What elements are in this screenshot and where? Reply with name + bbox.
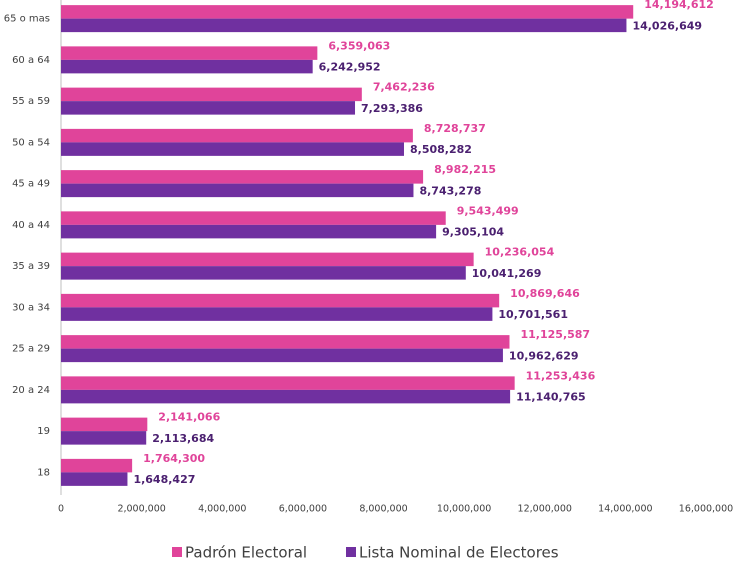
value-label: 7,293,386 xyxy=(361,102,423,115)
y-tick-label: 60 a 64 xyxy=(12,55,50,66)
x-tick-label: 2,000,000 xyxy=(117,504,165,515)
y-tick-label: 35 a 39 xyxy=(12,261,50,272)
x-tick-label: 4,000,000 xyxy=(198,504,246,515)
x-tick-label: 10,000,000 xyxy=(437,504,491,515)
bar xyxy=(61,389,511,404)
y-tick-label: 65 o mas xyxy=(4,14,50,25)
bar xyxy=(61,417,148,432)
value-label: 9,305,104 xyxy=(442,226,504,239)
y-tick-label: 18 xyxy=(37,467,50,478)
bar xyxy=(61,170,424,184)
legend-swatch xyxy=(346,547,356,557)
bar xyxy=(61,211,446,225)
bar xyxy=(61,128,413,143)
value-label: 14,194,612 xyxy=(644,0,714,11)
value-label: 1,648,427 xyxy=(133,473,195,486)
y-tick-label: 55 a 59 xyxy=(12,96,50,107)
legend-label: Padrón Electoral xyxy=(185,544,307,562)
bar xyxy=(61,59,313,74)
y-tick-label: 20 a 24 xyxy=(12,385,50,396)
bar xyxy=(61,335,510,349)
x-tick-label: 0 xyxy=(58,504,64,515)
bar xyxy=(61,183,414,198)
value-label: 2,113,684 xyxy=(152,432,214,445)
value-label: 8,743,278 xyxy=(419,184,481,197)
y-tick-label: 45 a 49 xyxy=(12,179,50,190)
value-label: 1,764,300 xyxy=(143,452,205,465)
bar xyxy=(61,142,404,156)
bar xyxy=(61,376,515,390)
y-tick-label: 40 a 44 xyxy=(12,220,50,231)
bar xyxy=(61,307,493,321)
y-tick-label: 25 a 29 xyxy=(12,344,50,355)
value-label: 7,462,236 xyxy=(373,81,435,94)
y-tick-label: 30 a 34 xyxy=(12,302,50,313)
value-label: 9,543,499 xyxy=(457,204,519,217)
legend-label: Lista Nominal de Electores xyxy=(359,544,559,562)
value-label: 10,701,561 xyxy=(498,308,568,321)
bar xyxy=(61,431,147,445)
value-label: 10,236,054 xyxy=(485,246,555,259)
bar xyxy=(61,252,474,267)
bar xyxy=(61,87,362,102)
value-label: 11,140,765 xyxy=(516,391,586,404)
value-label: 8,508,282 xyxy=(410,143,472,156)
value-label: 11,253,436 xyxy=(526,369,596,382)
value-label: 10,962,629 xyxy=(509,349,579,362)
bar xyxy=(61,5,634,19)
bar xyxy=(61,472,128,486)
bar xyxy=(61,293,500,308)
bar xyxy=(61,224,437,239)
x-tick-label: 14,000,000 xyxy=(598,504,652,515)
value-label: 10,041,269 xyxy=(472,267,542,280)
bar xyxy=(61,18,627,33)
x-tick-label: 16,000,000 xyxy=(679,504,733,515)
value-label: 2,141,066 xyxy=(158,411,220,424)
value-label: 11,125,587 xyxy=(521,328,591,341)
value-label: 6,242,952 xyxy=(319,61,381,74)
y-tick-label: 19 xyxy=(37,426,50,437)
legend-swatch xyxy=(172,547,182,557)
bar xyxy=(61,101,356,115)
bar xyxy=(61,266,466,280)
value-label: 8,728,737 xyxy=(424,122,486,135)
bar xyxy=(61,458,133,473)
value-label: 10,869,646 xyxy=(510,287,580,300)
x-tick-label: 6,000,000 xyxy=(279,504,327,515)
value-label: 8,982,215 xyxy=(434,163,496,176)
y-tick-label: 50 a 54 xyxy=(12,137,50,148)
bar xyxy=(61,348,503,363)
value-label: 6,359,063 xyxy=(328,39,390,52)
value-label: 14,026,649 xyxy=(632,19,702,32)
x-tick-label: 8,000,000 xyxy=(359,504,407,515)
x-tick-label: 12,000,000 xyxy=(518,504,572,515)
bar xyxy=(61,46,318,60)
